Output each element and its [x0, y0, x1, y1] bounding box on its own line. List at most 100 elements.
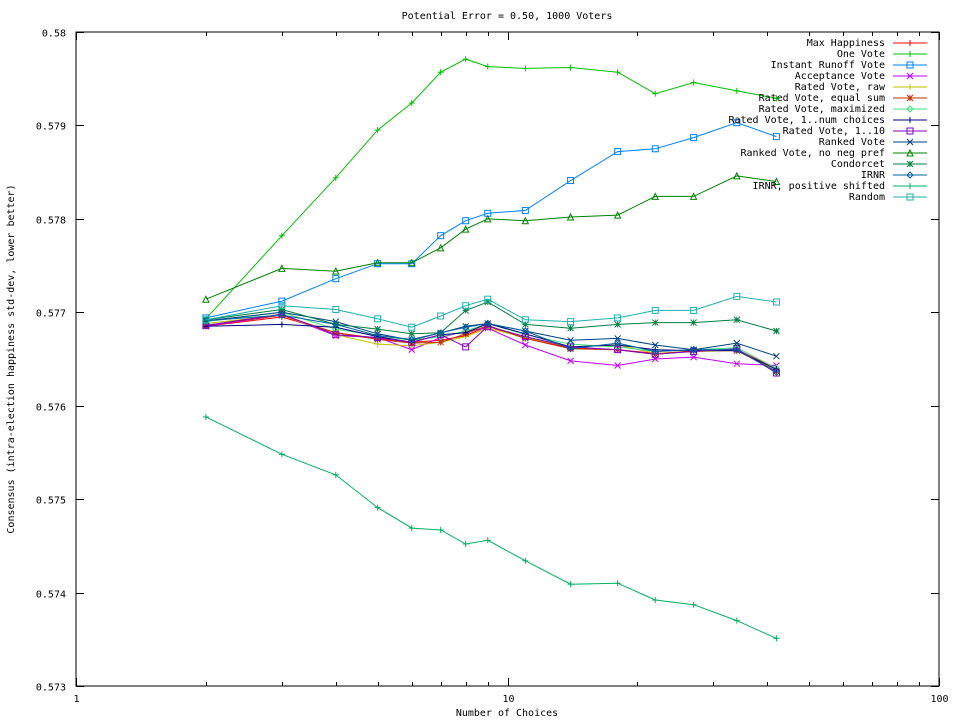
data-point [202, 295, 210, 303]
axes: 0.573 0.574 0.575 0.576 0.577 0.578 0.579 0.58 1… [36, 29, 949, 706]
data-point [567, 336, 574, 344]
data-point [437, 69, 444, 76]
data-point [566, 212, 575, 221]
x-tick-label: 10 [502, 694, 514, 705]
data-point [521, 316, 529, 324]
legend-marker [907, 51, 913, 57]
y-tick-label: 0.58 [42, 29, 66, 40]
legend-label: One Vote [837, 49, 885, 60]
data-point [461, 323, 470, 331]
data-point [483, 214, 492, 223]
data-point [651, 319, 659, 326]
data-point [408, 100, 415, 107]
data-point [733, 345, 741, 354]
data-point [436, 243, 445, 252]
y-tick-label: 0.573 [36, 683, 66, 694]
legend-marker [906, 171, 914, 179]
legend-marker [907, 40, 913, 46]
data-point [652, 90, 659, 97]
data-point [437, 338, 445, 346]
series-instant-runoff-vote [202, 119, 780, 322]
data-point [374, 127, 381, 134]
data-point [374, 334, 382, 342]
legend-marker [906, 72, 914, 80]
series-random [202, 292, 780, 331]
plot-frame [75, 31, 940, 687]
data-point [522, 557, 529, 564]
data-point [278, 302, 286, 310]
data-point [651, 192, 660, 200]
legend-label: Rated Vote, maximized [759, 104, 885, 115]
legend-label: Rated Vote, equal sum [759, 93, 885, 104]
data-point [690, 134, 698, 142]
data-point [278, 232, 285, 239]
data-point [522, 341, 529, 349]
data-point [462, 56, 469, 63]
data-point [567, 318, 575, 326]
legend-marker [906, 127, 914, 135]
legend-label: Ranked Vote, no neg pref [741, 148, 886, 159]
data-point [689, 192, 698, 200]
legend-label: Rated Vote, 1..10 [783, 126, 885, 137]
data-point [567, 324, 574, 332]
y-tick-label: 0.577 [36, 309, 66, 320]
data-point [689, 345, 698, 354]
y-axis-label: Consensus (intra-election happiness std-… [6, 184, 17, 533]
series-ranked-vote-no-neg-pref [202, 171, 781, 303]
data-point [202, 316, 210, 324]
data-point [437, 526, 444, 533]
data-point [690, 319, 697, 326]
legend-marker [906, 138, 914, 146]
data-point [278, 297, 286, 305]
data-point [373, 331, 382, 340]
data-point [408, 525, 415, 532]
data-point [484, 537, 491, 544]
data-point [374, 504, 381, 511]
data-point [772, 133, 780, 141]
data-point [437, 232, 445, 240]
series-lines [202, 56, 781, 642]
data-point [614, 69, 621, 76]
data-point [437, 312, 445, 320]
chart-title: Potential Error = 0.50, 1000 Voters [402, 11, 613, 22]
legend-marker [906, 160, 914, 168]
legend-label: Acceptance Vote [795, 71, 885, 82]
data-point [651, 347, 659, 356]
y-tick-label: 0.578 [36, 216, 66, 227]
data-point [278, 306, 286, 313]
data-point [373, 258, 382, 267]
data-point [332, 174, 339, 181]
series-irnr [202, 311, 781, 376]
data-point [374, 315, 382, 323]
legend-label: Instant Runoff Vote [771, 60, 885, 71]
data-point [462, 217, 470, 225]
data-point [408, 335, 416, 344]
series-irnr-positive-shifted [202, 413, 780, 642]
data-point [652, 597, 659, 604]
data-point [407, 258, 416, 267]
data-point [733, 316, 741, 324]
data-point [462, 343, 470, 351]
data-point [690, 348, 698, 356]
data-point [733, 119, 741, 127]
data-point [614, 148, 622, 156]
x-tick-label: 1 [73, 694, 79, 705]
data-point [772, 177, 781, 185]
y-tick-label: 0.579 [36, 122, 66, 133]
data-point [436, 329, 445, 337]
legend-marker [907, 183, 913, 189]
legend-label: Random [849, 192, 885, 203]
legend-label: IRNR [861, 170, 886, 181]
data-point [690, 353, 697, 361]
data-point [614, 580, 621, 587]
data-point [690, 79, 697, 86]
data-point [733, 617, 740, 624]
data-point [332, 331, 340, 339]
legend-marker [906, 148, 914, 157]
data-point [408, 323, 416, 331]
data-point [614, 321, 622, 328]
legend-marker [906, 105, 914, 113]
